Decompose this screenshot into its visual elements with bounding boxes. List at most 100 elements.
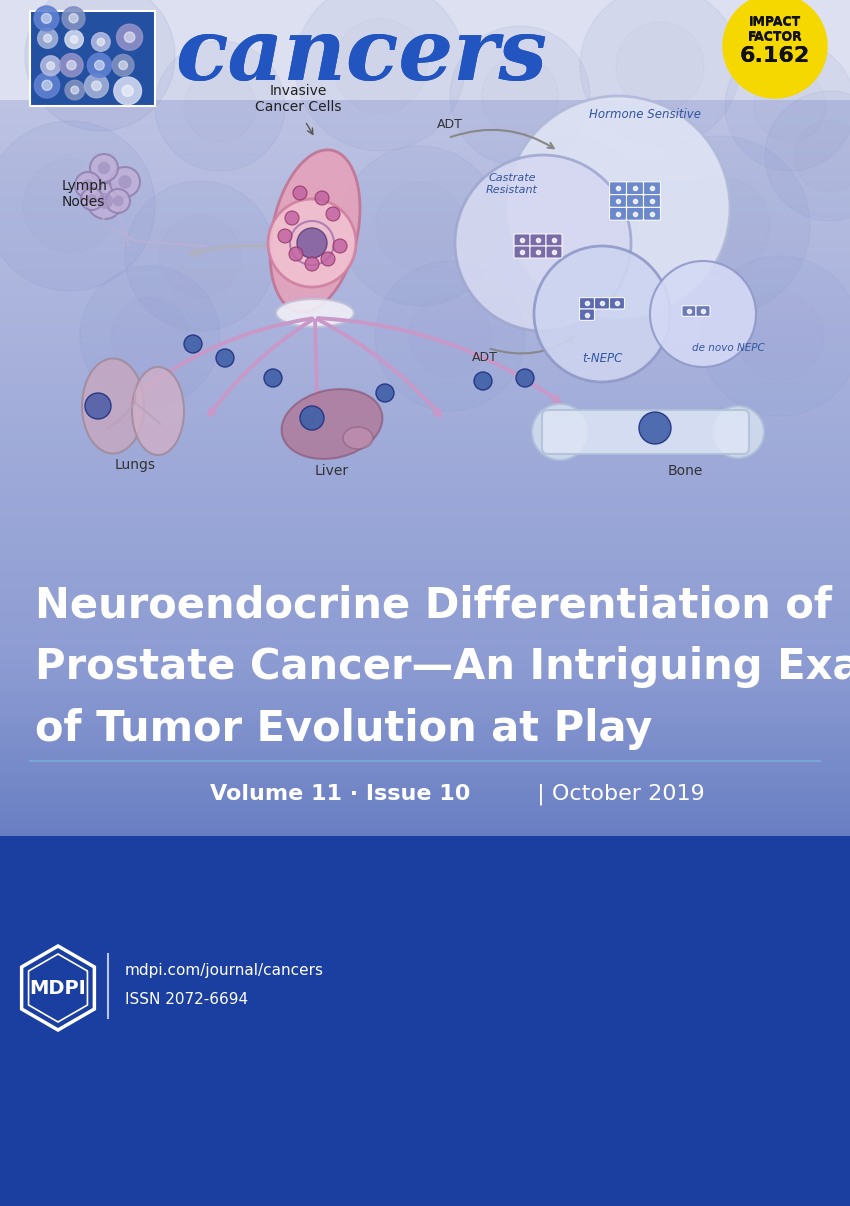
Circle shape	[118, 175, 132, 189]
Circle shape	[98, 162, 110, 175]
Circle shape	[41, 55, 60, 76]
Text: 6.162: 6.162	[740, 46, 810, 66]
Circle shape	[119, 62, 128, 70]
Circle shape	[69, 13, 78, 23]
FancyBboxPatch shape	[514, 234, 530, 246]
Circle shape	[450, 27, 590, 166]
Circle shape	[65, 81, 84, 100]
Ellipse shape	[132, 367, 184, 455]
Circle shape	[376, 384, 394, 402]
Circle shape	[124, 33, 135, 42]
Text: Lungs: Lungs	[115, 458, 156, 472]
Circle shape	[92, 33, 110, 52]
Ellipse shape	[281, 390, 382, 459]
FancyBboxPatch shape	[530, 246, 546, 258]
Circle shape	[97, 193, 113, 209]
Text: ISSN 2072-6694: ISSN 2072-6694	[125, 991, 248, 1007]
Circle shape	[75, 172, 101, 198]
Circle shape	[116, 24, 143, 51]
Circle shape	[295, 0, 465, 151]
Circle shape	[278, 229, 292, 242]
Circle shape	[516, 369, 534, 387]
Circle shape	[268, 199, 356, 287]
Circle shape	[630, 136, 810, 316]
FancyBboxPatch shape	[594, 298, 609, 309]
FancyBboxPatch shape	[609, 182, 626, 194]
FancyBboxPatch shape	[609, 194, 626, 207]
Circle shape	[81, 188, 103, 210]
Circle shape	[333, 239, 347, 253]
Circle shape	[97, 39, 105, 46]
Text: de novo NEPC: de novo NEPC	[692, 343, 764, 353]
Circle shape	[285, 211, 299, 226]
FancyBboxPatch shape	[626, 207, 643, 221]
Circle shape	[25, 0, 175, 131]
Circle shape	[59, 14, 141, 98]
Circle shape	[82, 180, 94, 191]
Circle shape	[725, 41, 850, 171]
FancyBboxPatch shape	[626, 194, 643, 207]
FancyBboxPatch shape	[580, 309, 594, 321]
Text: Lymph
Nodes: Lymph Nodes	[62, 178, 108, 209]
FancyBboxPatch shape	[30, 11, 155, 106]
Text: of Tumor Evolution at Play: of Tumor Evolution at Play	[35, 708, 653, 750]
Circle shape	[87, 194, 97, 204]
Ellipse shape	[82, 358, 144, 453]
FancyBboxPatch shape	[643, 194, 660, 207]
Circle shape	[700, 256, 850, 416]
Text: 6.162: 6.162	[740, 46, 810, 66]
Circle shape	[534, 246, 670, 382]
Circle shape	[184, 335, 202, 353]
Circle shape	[125, 181, 275, 330]
Ellipse shape	[270, 150, 360, 312]
Circle shape	[106, 189, 130, 213]
FancyBboxPatch shape	[626, 182, 643, 194]
Circle shape	[264, 369, 282, 387]
Text: IMPACT
FACTOR: IMPACT FACTOR	[748, 16, 802, 43]
Ellipse shape	[276, 299, 354, 327]
Circle shape	[723, 0, 827, 98]
Circle shape	[0, 121, 155, 291]
Circle shape	[474, 371, 492, 390]
FancyBboxPatch shape	[643, 182, 660, 194]
Circle shape	[375, 260, 525, 411]
Circle shape	[340, 146, 500, 306]
Text: Bone: Bone	[667, 464, 703, 478]
Circle shape	[84, 74, 109, 98]
FancyBboxPatch shape	[542, 410, 749, 453]
Circle shape	[87, 183, 123, 219]
FancyBboxPatch shape	[609, 207, 626, 221]
Circle shape	[506, 96, 730, 320]
Circle shape	[455, 156, 631, 330]
Circle shape	[532, 404, 588, 459]
Circle shape	[60, 53, 83, 77]
FancyBboxPatch shape	[643, 207, 660, 221]
Text: Liver: Liver	[315, 464, 349, 478]
Text: ADT: ADT	[472, 351, 498, 364]
Circle shape	[289, 247, 303, 260]
Circle shape	[765, 90, 850, 221]
Circle shape	[47, 62, 54, 70]
Circle shape	[112, 54, 134, 76]
Circle shape	[321, 252, 335, 267]
Text: Castrate
Resistant: Castrate Resistant	[486, 174, 538, 195]
Circle shape	[315, 191, 329, 205]
Text: | October 2019: | October 2019	[530, 783, 705, 804]
Text: cancers: cancers	[175, 14, 547, 98]
Circle shape	[80, 267, 220, 406]
Circle shape	[326, 207, 340, 221]
Circle shape	[110, 166, 140, 197]
FancyBboxPatch shape	[514, 246, 530, 258]
Circle shape	[216, 349, 234, 367]
FancyBboxPatch shape	[546, 246, 562, 258]
Text: Volume 11 · Issue 10: Volume 11 · Issue 10	[210, 784, 470, 804]
Circle shape	[500, 136, 640, 276]
Circle shape	[580, 0, 740, 146]
Circle shape	[90, 154, 118, 182]
Circle shape	[88, 53, 111, 77]
Circle shape	[34, 72, 60, 98]
Circle shape	[155, 41, 285, 171]
Circle shape	[42, 81, 52, 90]
Text: mdpi.com/journal/cancers: mdpi.com/journal/cancers	[125, 964, 324, 978]
FancyBboxPatch shape	[530, 234, 546, 246]
